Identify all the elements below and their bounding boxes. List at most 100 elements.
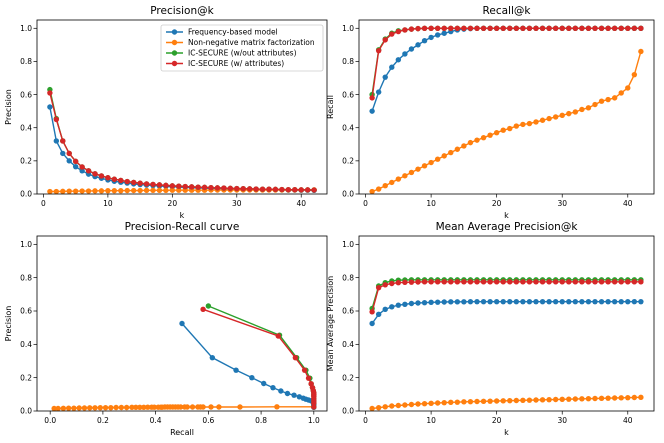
data-point [415,25,421,32]
x-axis-label: k [504,428,509,437]
legend-entry: Non-negative matrix factorization [188,38,315,47]
data-point [98,188,105,194]
data-point [552,396,559,403]
data-point [270,384,276,391]
data-point [579,25,585,31]
data-point [369,309,375,315]
x-axis-label: k [504,211,509,220]
data-point [500,25,506,31]
data-point [552,298,559,305]
y-tick-label: 0.0 [20,407,32,416]
y-axis-label: Mean Average Precision [326,276,335,371]
data-point [150,187,156,194]
data-point [638,298,644,305]
data-point [65,405,72,411]
data-point [480,398,487,405]
data-point [448,279,454,285]
data-point [71,405,77,411]
data-point [638,279,644,285]
x-tick-label: 30 [557,416,567,425]
data-point [53,116,60,123]
data-point [631,394,638,401]
data-point [201,184,208,191]
x-axis-label: k [180,211,185,220]
data-point [395,279,402,286]
chart-precision-recall: Precision-Recall curve 0.0 0.2 0.4 0.6 0.8 1.0… [4,221,328,437]
data-point [546,115,552,122]
data-point [461,25,467,31]
y-tick-label: 0.8 [20,57,32,66]
data-point [221,185,227,191]
data-point [500,279,506,285]
data-point [454,299,461,305]
data-point [533,119,539,125]
y-tick-label: 0.4 [20,123,32,132]
data-point [487,132,493,138]
data-point [461,399,467,405]
data-point [195,184,201,190]
data-point [81,405,88,411]
data-point [137,187,143,194]
legend-marker [171,39,178,46]
data-point [389,64,395,70]
x-tick-label: 10 [426,199,436,208]
data-point [625,25,631,31]
data-point [566,298,572,305]
data-point [124,178,130,185]
data-point [233,367,239,373]
data-point [118,404,125,411]
data-point [428,159,434,166]
data-point [415,300,421,306]
data-point [72,158,79,165]
data-point [605,395,611,401]
data-point [625,298,631,305]
data-point [133,404,139,411]
data-point [474,298,480,305]
chart-title: Precision-Recall curve [125,221,240,233]
data-point [480,25,487,31]
y-tick-label: 0.4 [20,340,32,349]
data-point [182,183,188,190]
data-point [592,395,598,402]
data-point [369,95,375,101]
data-point [605,96,611,103]
data-point [631,25,638,31]
x-tick-label: 10 [103,199,113,208]
data-point [598,395,605,402]
legend-box [160,24,324,72]
data-point [402,402,408,408]
data-point [369,405,375,411]
data-point [467,398,474,405]
data-point [237,404,243,410]
y-tick-label: 1.0 [342,240,354,249]
data-point [533,279,539,285]
data-point [156,187,163,194]
data-point [487,398,493,404]
data-point [474,25,480,31]
x-tick-label: 0.8 [255,416,267,425]
data-point [375,47,382,54]
data-point [60,188,66,194]
plot-frame [358,19,655,195]
data-point [382,183,388,189]
data-point [169,183,176,189]
data-point [631,71,638,78]
x-tick-label: 40 [296,199,306,208]
data-point [209,354,216,361]
data-point [552,25,559,31]
data-point [163,182,169,189]
data-point [539,279,546,285]
data-point [382,74,388,80]
x-tick-label: 40 [623,416,633,425]
data-point [66,188,72,194]
data-point [151,404,158,410]
data-point [520,121,526,128]
data-point [579,298,585,305]
data-point [513,25,520,31]
data-point [189,404,196,410]
data-point [76,405,82,411]
data-point [47,188,53,194]
x-tick-label: 0.6 [202,416,214,425]
data-point [487,25,493,31]
data-point [311,400,317,406]
